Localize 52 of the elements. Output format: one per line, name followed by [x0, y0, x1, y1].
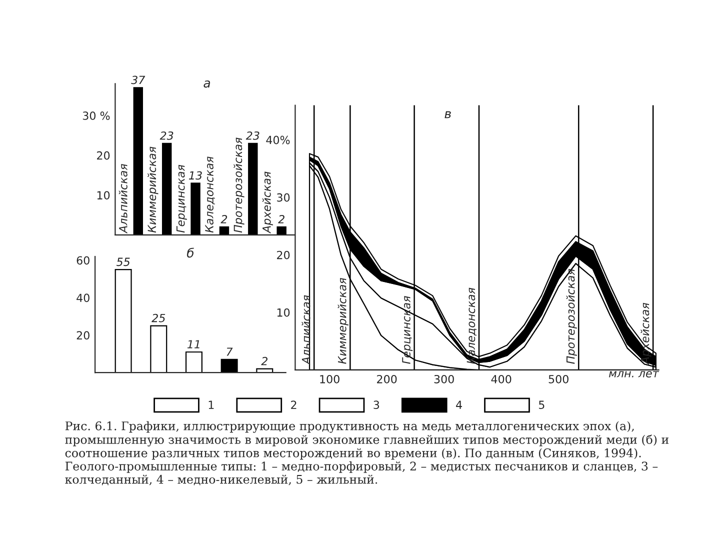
y-tick-label: 20	[76, 331, 90, 340]
x-tick-label: 400	[491, 374, 512, 384]
chart-title: б	[186, 248, 194, 258]
y-tick-label: 40%	[266, 136, 290, 144]
legend-label: 3	[374, 400, 380, 410]
data-label: 2	[278, 214, 284, 224]
y-tick-label: 40	[76, 294, 90, 302]
data-label: 25	[152, 314, 166, 322]
bar	[150, 325, 168, 373]
y-tick-label: 20	[97, 151, 110, 160]
bar	[162, 142, 172, 235]
text: Рис. 6.1. Графики, иллюстрирующие продуктивность на медь металлогенических эпох (а), промышленную значимость в мировой экономике главнейших типов месторождений меди (б) и соотношение различных типов месторождений во времени (в). По данным (Синяков, 1994). Геолого-промышленные типы: 1 – медно-порфировый, 2 – медистых песчаников и сланцев, 3 – колчеданный, 4 – медно-никелевый, 5 – жильный.	[65, 421, 669, 486]
x-tick-label: Архейская	[262, 172, 273, 234]
y-tick-label: 10	[277, 308, 290, 317]
chart-title: а	[204, 80, 210, 88]
data-label: 2	[261, 356, 268, 366]
bar	[276, 226, 286, 235]
data-label: 13	[189, 171, 202, 180]
bar	[248, 142, 258, 235]
legend-label: 5	[538, 400, 544, 410]
x-tick-label: Альпийская	[118, 164, 128, 234]
data-label: 11	[187, 340, 200, 348]
y-tick-label: 30	[277, 193, 290, 202]
y-tick-label: 10	[97, 191, 110, 200]
bar	[220, 358, 238, 373]
bar	[190, 182, 200, 235]
data-label: 23	[246, 131, 260, 140]
legend-label: 1	[208, 400, 214, 409]
bar	[219, 226, 230, 235]
chart-title: в	[444, 111, 451, 118]
x-tick-label: Киммерийская	[148, 146, 158, 233]
data-label: 23	[160, 131, 174, 140]
x-tick-label: 200	[377, 374, 397, 384]
bar	[114, 269, 132, 373]
data-label: 55	[116, 258, 130, 266]
y-tick-label: 20	[277, 250, 290, 260]
x-tick-label: 500	[548, 374, 568, 384]
data-label: 37	[131, 76, 146, 84]
x-tick-label: Каледонская	[205, 156, 215, 233]
y-tick-label: 60	[76, 256, 90, 265]
data-label: 2	[220, 214, 228, 224]
bar	[185, 351, 202, 373]
data-label: 7	[226, 348, 233, 356]
bar	[133, 87, 144, 235]
x-tick-label: Герцинская	[176, 164, 187, 233]
x-tick-label: 100	[320, 374, 340, 384]
legend-label: 4	[456, 400, 462, 409]
y-tick-label: 30 %	[82, 112, 110, 120]
x-tick-label: Протерозойская	[234, 138, 244, 233]
legend-label: 2	[291, 400, 296, 409]
x-axis-title: млн. лет	[608, 371, 660, 378]
x-tick-label: 300	[434, 374, 454, 384]
